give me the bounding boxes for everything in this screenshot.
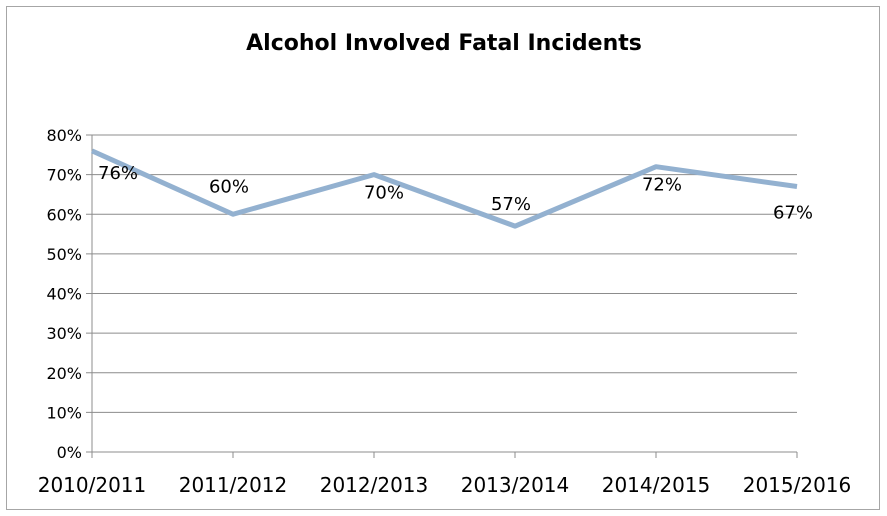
x-tick-label: 2010/2011 [38,473,147,497]
axes [86,134,798,458]
data-label: 76% [98,163,138,184]
y-tick-label: 10% [46,403,82,422]
data-label: 57% [491,194,531,215]
gridlines [92,134,797,413]
chart-title: Alcohol Involved Fatal Incidents [246,31,642,56]
y-tick-label: 20% [46,364,82,383]
data-label: 67% [773,203,813,224]
chart-frame [6,6,880,510]
x-tick-label: 2013/2014 [461,473,570,497]
x-tick-label: 2015/2016 [743,473,852,497]
y-axis-ticks: 0% 10% 20% 30% 40% 50% 60% 70% 80% [46,126,82,462]
y-tick-label: 40% [46,285,82,304]
x-tick-label: 2011/2012 [179,473,288,497]
data-label: 70% [364,183,404,204]
x-tick-label: 2014/2015 [602,473,711,497]
y-tick-label: 60% [46,205,82,224]
y-tick-label: 0% [57,443,82,462]
data-label: 60% [209,176,249,197]
y-tick-label: 70% [46,166,82,185]
y-tick-label: 80% [46,126,82,145]
x-tick-label: 2012/2013 [320,473,429,497]
x-axis-ticks: 2010/2011 2011/2012 2012/2013 2013/2014 2014… [38,473,852,497]
series-line [90,148,798,229]
y-tick-label: 50% [46,245,82,264]
data-labels: 76% 60% 70% 57% 72% 67% [98,163,813,224]
series-group [90,148,798,229]
y-tick-label: 30% [46,324,82,343]
data-label: 72% [642,175,682,196]
